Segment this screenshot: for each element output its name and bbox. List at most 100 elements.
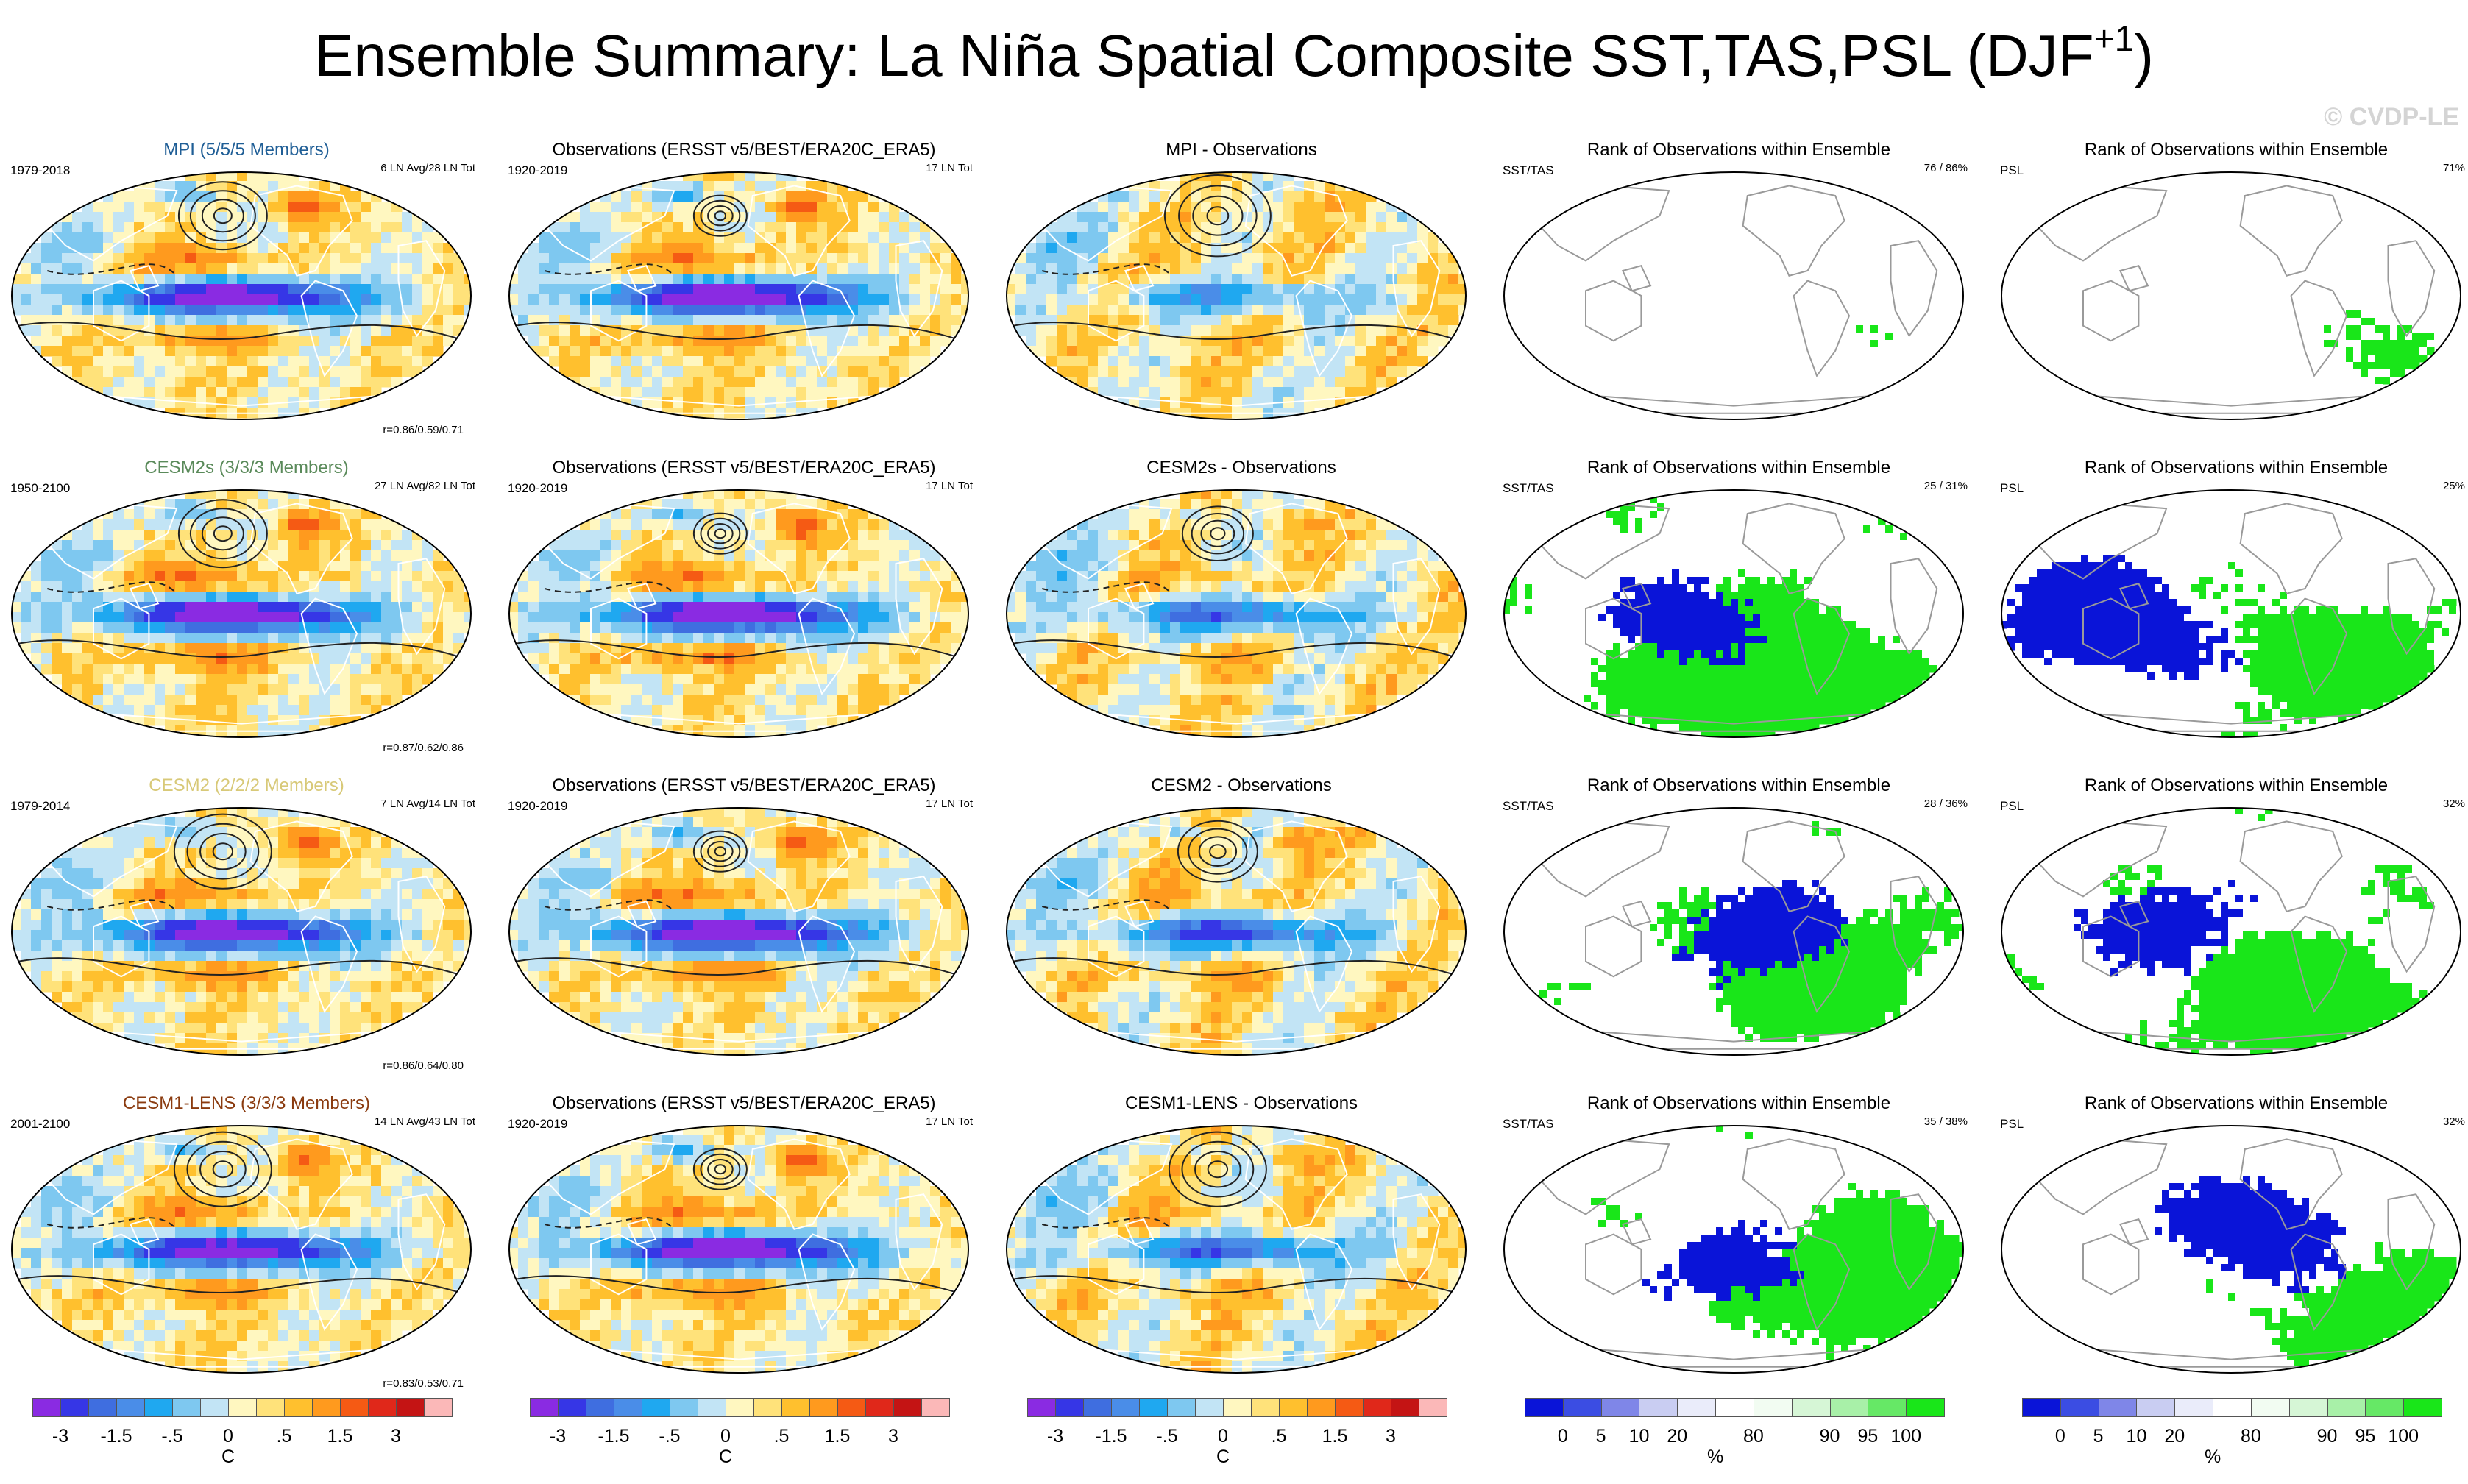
anomaly-cell [1046, 253, 1057, 264]
rank-cell [2081, 200, 2089, 208]
rank-cell [1584, 266, 1592, 274]
rank-cell [2287, 259, 2295, 267]
rank-cell [1900, 252, 1908, 260]
anomaly-cell [113, 212, 124, 223]
rank-cell [2324, 207, 2332, 216]
anomaly-cell [1232, 377, 1243, 388]
rank-cell [1701, 369, 1709, 377]
rank-cell [2235, 185, 2244, 194]
anomaly-cell [258, 181, 269, 192]
rank-cell [1745, 355, 1754, 363]
rank-cell [1723, 207, 1731, 216]
rank-cell [1650, 178, 1658, 186]
rank-cell [2272, 244, 2280, 252]
anomaly-cell [1180, 294, 1191, 305]
rank-cell [2184, 244, 2192, 252]
rank-cell [2243, 259, 2251, 267]
rank-cell [1598, 377, 1606, 385]
rank-cell [2103, 193, 2111, 201]
rank-cell [1687, 237, 1695, 245]
anomaly-cell [703, 387, 714, 398]
rank-cell [1635, 200, 1643, 208]
rank-cell [1841, 252, 1849, 260]
anomaly-cell [371, 336, 382, 347]
anomaly-cell [443, 305, 454, 316]
rank-cell [1878, 288, 1886, 297]
anomaly-cell [1314, 202, 1325, 213]
rank-cell [1745, 259, 1754, 267]
rank-cell [2243, 178, 2251, 186]
rank-cell [2199, 259, 2207, 267]
anomaly-cell [278, 284, 289, 295]
rank-cell [1819, 230, 1827, 238]
anomaly-cell [580, 356, 591, 367]
rank-cell [1893, 347, 1901, 355]
panel-period-label: 1979-2018 [10, 163, 70, 178]
rank-cell [1613, 340, 1621, 348]
rank-cell [1510, 259, 1518, 267]
rank-cell [1738, 325, 1746, 333]
rank-cell [1797, 200, 1805, 208]
anomaly-cell [144, 366, 155, 377]
rank-cell [1885, 362, 1893, 370]
anomaly-cell [528, 284, 539, 295]
anomaly-cell [391, 366, 403, 377]
rank-cell [1620, 399, 1628, 407]
rank-cell [1767, 340, 1776, 348]
rank-cell [1834, 318, 1842, 326]
rank-cell [1797, 296, 1805, 304]
anomaly-cell [1098, 305, 1109, 316]
rank-cell [2412, 222, 2420, 230]
anomaly-cell [765, 172, 776, 182]
rank-cell [2316, 244, 2325, 252]
rank-cell [2353, 274, 2361, 282]
anomaly-cell [268, 387, 279, 398]
anomaly-cell [196, 325, 207, 336]
anomaly-cell [745, 397, 756, 408]
rank-cell [1650, 222, 1658, 230]
anomaly-cell [350, 356, 361, 367]
rank-cell [1856, 215, 1864, 223]
rank-cell [2368, 266, 2376, 274]
anomaly-cell [755, 263, 766, 274]
rank-cell [2059, 252, 2067, 260]
anomaly-cell [776, 315, 787, 326]
anomaly-cell [268, 284, 279, 295]
rank-cell [1767, 252, 1776, 260]
rank-cell [1790, 347, 1798, 355]
rank-cell [2361, 237, 2369, 245]
rank-cell [2221, 207, 2229, 216]
rank-cell [1775, 215, 1783, 223]
anomaly-cell [518, 315, 529, 326]
anomaly-cell [165, 377, 176, 388]
rank-cell [1635, 193, 1643, 201]
anomaly-cell [693, 253, 704, 264]
anomaly-cell [247, 263, 258, 274]
rank-cell [1694, 230, 1702, 238]
anomaly-cell [350, 336, 361, 347]
anomaly-cell [1325, 274, 1336, 285]
anomaly-cell [258, 346, 269, 357]
anomaly-cell [41, 325, 52, 336]
rank-cell [1510, 296, 1518, 304]
rank-cell [1584, 244, 1592, 252]
rank-cell [1885, 244, 1893, 252]
rank-cell [1679, 274, 1687, 282]
anomaly-cell [745, 263, 756, 274]
anomaly-cell [175, 305, 186, 316]
anomaly-cell [745, 294, 756, 305]
rank-cell [1922, 244, 1930, 252]
anomaly-cell [278, 387, 289, 398]
anomaly-cell [1314, 336, 1325, 347]
anomaly-cell [258, 366, 269, 377]
anomaly-cell [299, 377, 310, 388]
anomaly-cell [837, 263, 848, 274]
rank-cell [1885, 230, 1893, 238]
anomaly-cell [858, 232, 869, 244]
rank-cell [2074, 215, 2082, 223]
rank-cell [1613, 200, 1621, 208]
anomaly-cell [693, 356, 704, 367]
anomaly-cell [1283, 202, 1294, 213]
rank-cell [2088, 244, 2096, 252]
rank-cell [1606, 377, 1614, 385]
